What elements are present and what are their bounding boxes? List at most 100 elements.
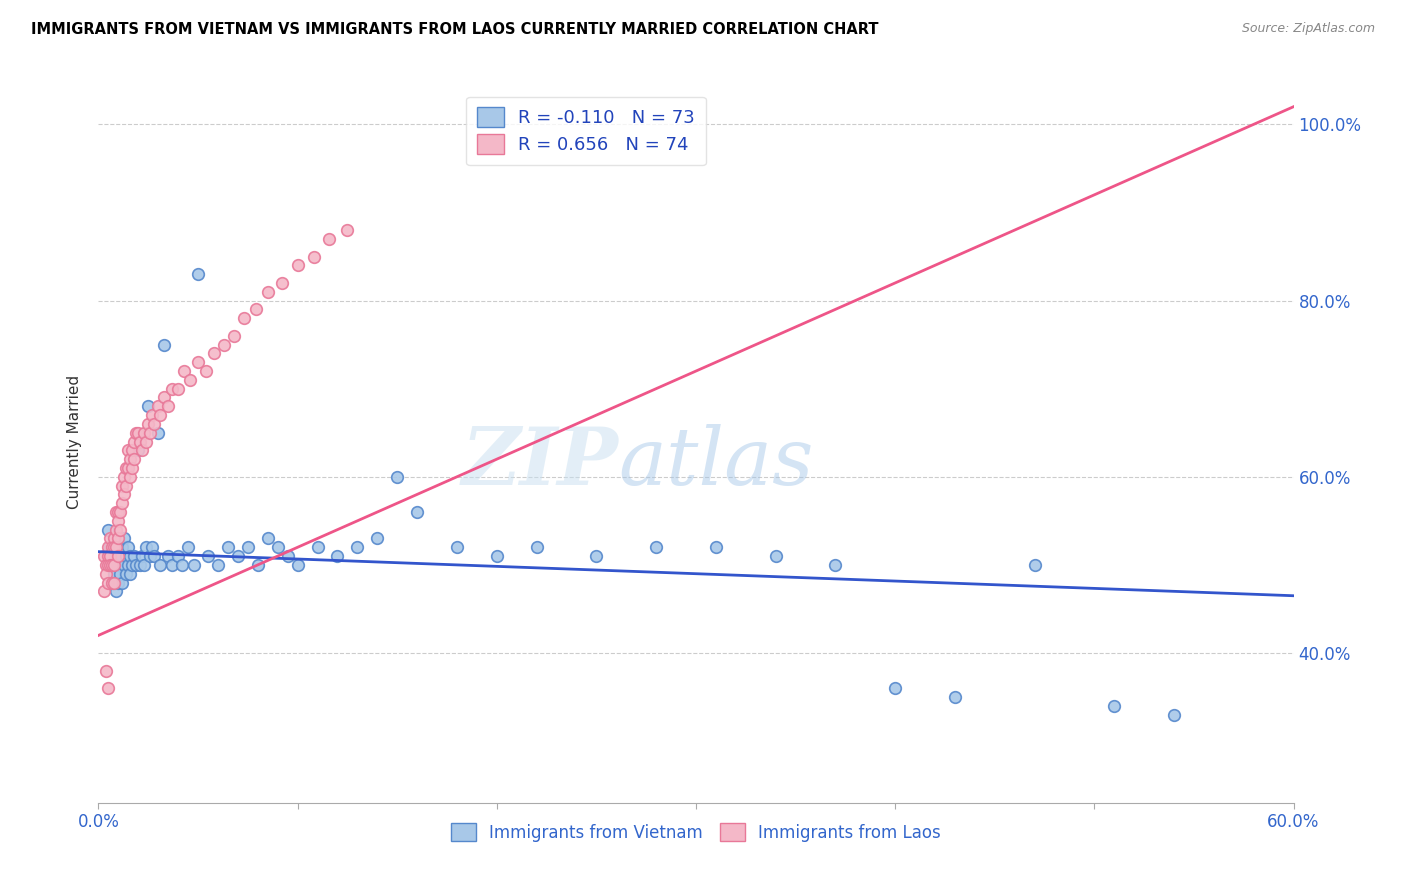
Point [96, 566, 118, 581]
Point [202, 346, 225, 360]
Point [105, 549, 128, 563]
Point [129, 558, 152, 572]
Point [120, 452, 142, 467]
Point [765, 549, 787, 563]
Point [103, 575, 125, 590]
Point [157, 399, 180, 413]
Point [111, 541, 134, 555]
Point [1024, 558, 1046, 572]
Point [125, 425, 148, 440]
Point [135, 434, 157, 449]
Point [226, 549, 249, 563]
Point [121, 461, 143, 475]
Point [153, 337, 176, 351]
Point [93, 584, 115, 599]
Point [134, 558, 156, 572]
Point [110, 566, 132, 581]
Point [103, 575, 125, 590]
Point [97, 681, 120, 696]
Point [103, 541, 125, 555]
Point [110, 549, 132, 563]
Point [143, 417, 166, 431]
Point [149, 408, 172, 422]
Point [446, 541, 468, 555]
Point [107, 505, 129, 519]
Point [107, 514, 129, 528]
Point [97, 558, 120, 572]
Point [232, 311, 254, 326]
Point [217, 541, 239, 555]
Point [135, 541, 157, 555]
Point [318, 232, 340, 246]
Point [246, 558, 269, 572]
Point [245, 302, 267, 317]
Point [110, 505, 132, 519]
Point [120, 566, 142, 581]
Point [112, 558, 135, 572]
Point [134, 425, 156, 440]
Point [270, 276, 292, 290]
Point [101, 558, 124, 572]
Point [526, 541, 548, 555]
Legend: Immigrants from Vietnam, Immigrants from Laos: Immigrants from Vietnam, Immigrants from… [444, 817, 948, 848]
Point [124, 434, 146, 449]
Point [366, 532, 388, 546]
Point [131, 549, 153, 563]
Point [195, 364, 218, 378]
Point [96, 558, 118, 572]
Point [111, 478, 134, 492]
Text: IMMIGRANTS FROM VIETNAM VS IMMIGRANTS FROM LAOS CURRENTLY MARRIED CORRELATION CH: IMMIGRANTS FROM VIETNAM VS IMMIGRANTS FR… [31, 22, 879, 37]
Point [115, 549, 138, 563]
Point [157, 549, 180, 563]
Point [141, 541, 163, 555]
Y-axis label: Currently Married: Currently Married [67, 375, 83, 508]
Point [103, 566, 125, 581]
Point [127, 443, 149, 458]
Point [139, 425, 162, 440]
Point [187, 355, 209, 369]
Point [177, 541, 200, 555]
Point [207, 558, 229, 572]
Point [148, 425, 170, 440]
Point [153, 391, 176, 405]
Point [485, 549, 508, 563]
Point [107, 575, 129, 590]
Point [107, 541, 129, 555]
Point [212, 337, 235, 351]
Point [103, 558, 125, 572]
Point [97, 575, 120, 590]
Point [148, 399, 170, 413]
Point [704, 541, 727, 555]
Point [101, 558, 124, 572]
Point [110, 523, 132, 537]
Point [131, 443, 153, 458]
Point [143, 549, 166, 563]
Point [256, 285, 278, 299]
Point [101, 541, 124, 555]
Point [115, 461, 138, 475]
Point [1104, 698, 1126, 713]
Point [111, 575, 134, 590]
Point [307, 541, 329, 555]
Point [236, 541, 259, 555]
Point [187, 267, 209, 281]
Point [117, 443, 139, 458]
Point [107, 549, 129, 563]
Point [112, 487, 135, 501]
Point [115, 478, 138, 492]
Text: ZIP: ZIP [461, 425, 619, 502]
Point [98, 541, 122, 555]
Point [406, 505, 429, 519]
Point [149, 558, 172, 572]
Point [197, 549, 219, 563]
Point [105, 541, 128, 555]
Point [97, 549, 120, 563]
Point [824, 558, 846, 572]
Point [172, 558, 194, 572]
Point [93, 549, 115, 563]
Point [346, 541, 368, 555]
Point [97, 541, 120, 555]
Point [943, 690, 966, 704]
Point [141, 408, 163, 422]
Point [117, 541, 139, 555]
